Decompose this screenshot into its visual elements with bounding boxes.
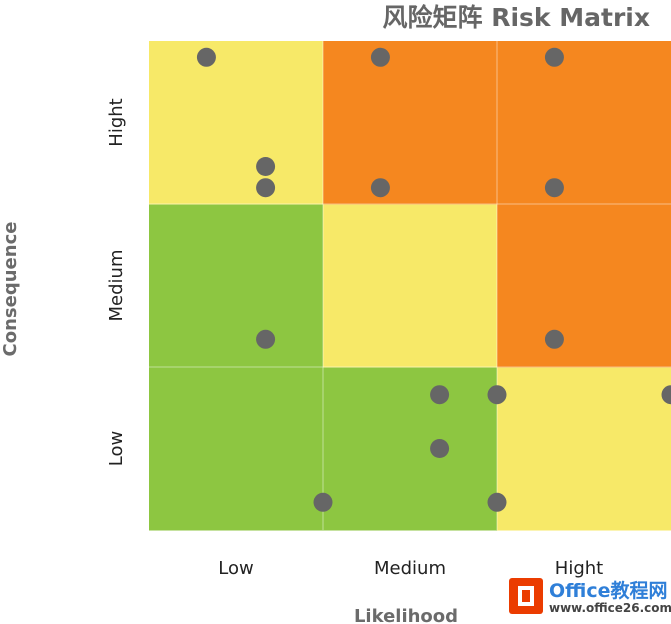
data-point [430,385,450,405]
data-point [544,47,564,67]
data-point [544,178,564,198]
watermark: Office教程网 www.office26.com [509,578,671,615]
data-point [196,47,216,67]
data-point [256,157,276,177]
y-tick-label: Hight [106,98,127,146]
matrix-cell-high [497,204,671,368]
watermark-brand: Office教程网 [549,579,668,602]
data-point [544,329,564,349]
y-tick-labels: Low Medium Hight [106,98,127,466]
chart-title: 风险矩阵 Risk Matrix [383,3,650,32]
data-point [256,178,276,198]
data-points [196,47,671,512]
data-point [313,492,333,512]
matrix-cell-medium [149,41,324,205]
watermark-url: www.office26.com [549,601,671,615]
data-point [370,178,390,198]
data-point [487,492,507,512]
data-point [256,329,276,349]
matrix-cell-low [149,367,324,531]
matrix-cell-high [323,41,498,205]
data-point [430,439,450,458]
y-axis-title: Consequence [0,222,21,357]
data-point [487,385,507,405]
y-tick-label: Low [106,431,127,466]
matrix-cell-medium [497,367,671,531]
x-tick-label: Medium [374,558,446,579]
x-tick-label: Low [218,558,253,579]
gridlines [149,41,671,530]
x-tick-labels: Low Medium Hight [218,558,603,579]
x-tick-label: Hight [555,558,603,579]
matrix-cell-low [323,367,498,531]
x-axis-title: Likelihood [354,606,458,624]
matrix-cell-medium [323,204,498,368]
data-point [370,47,390,67]
office-logo-icon [509,578,543,614]
y-tick-label: Medium [106,250,127,322]
data-point [661,385,671,405]
matrix-cells [149,41,671,531]
matrix-cell-low [149,204,324,368]
matrix-cell-high [497,41,671,205]
